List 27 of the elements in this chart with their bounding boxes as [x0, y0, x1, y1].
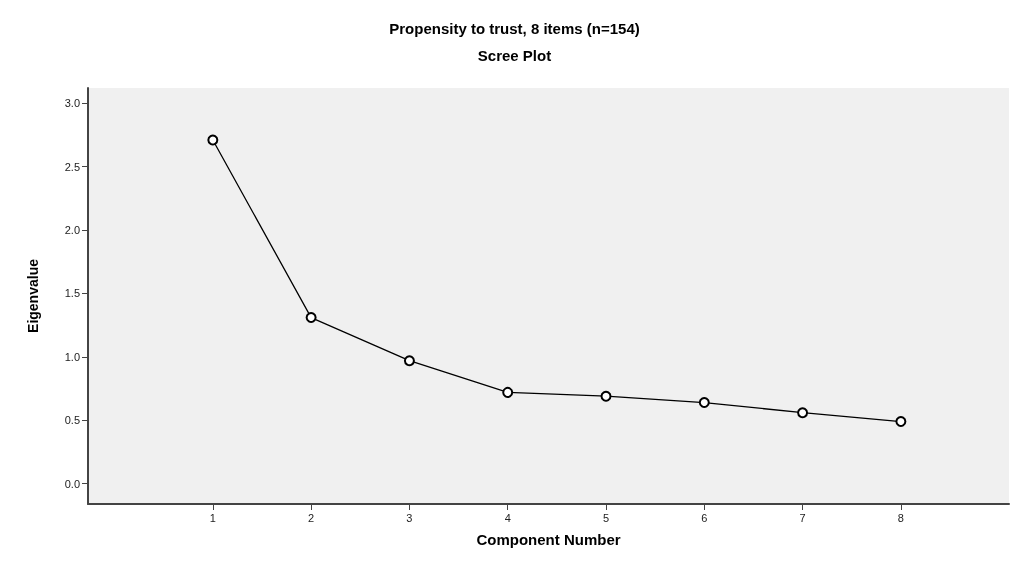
y-axis-title: Eigenvalue: [25, 258, 41, 333]
point: [698, 397, 710, 409]
point: [600, 390, 612, 402]
x-tick-label: 5: [602, 511, 610, 524]
chart-subtitle: Scree Plot: [477, 47, 552, 64]
y-tick-label: 2.5: [64, 160, 80, 173]
x-tick-label: 4: [504, 511, 511, 524]
y-tick-label: 3.0: [64, 97, 80, 110]
x-tick-label: 6: [701, 511, 708, 524]
x-axis-title: Component Number: [476, 531, 621, 548]
x-tick-label: 2: [308, 511, 315, 524]
y-tick-label: 1.0: [64, 350, 80, 363]
point: [797, 407, 809, 419]
point: [895, 416, 907, 428]
point: [502, 386, 514, 398]
y-tick-label: 1.5: [64, 287, 80, 300]
x-tick-label: 8: [897, 511, 904, 524]
chart-title: Propensity to trust, 8 items (n=154): [389, 20, 640, 37]
x-tick-label: 3: [406, 511, 413, 524]
y-tick-label: 2.0: [64, 224, 80, 237]
x-tick-label: 7: [799, 511, 806, 524]
point: [207, 134, 219, 146]
x-tick-label: 1: [209, 511, 216, 524]
point: [403, 355, 415, 367]
y-tick-label: 0.5: [64, 414, 80, 427]
point: [305, 312, 317, 324]
y-tick-label: 0.0: [64, 477, 80, 490]
